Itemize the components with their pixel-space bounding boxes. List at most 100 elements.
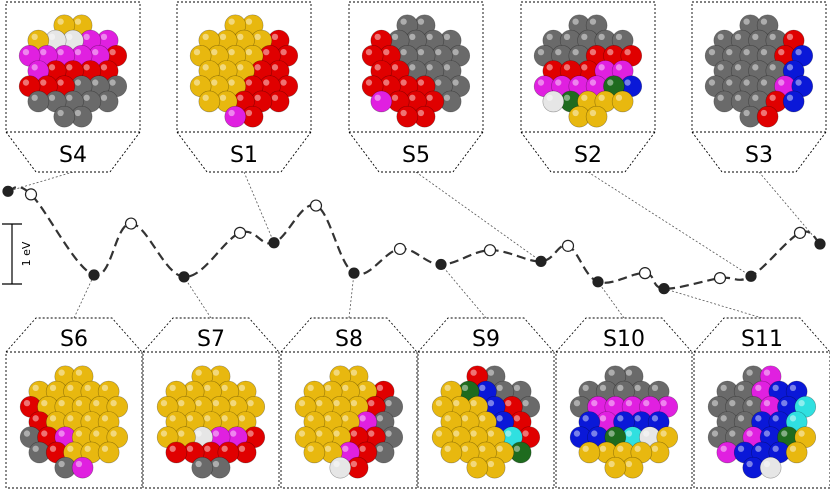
nanocluster-image	[189, 14, 299, 128]
atom-highlight	[307, 384, 314, 392]
panel-label: S9	[472, 327, 500, 352]
atom-highlight	[589, 18, 597, 25]
atom-highlight	[435, 79, 442, 86]
atom-highlight	[324, 384, 332, 392]
atom-white	[329, 456, 352, 479]
atom-highlight	[74, 18, 82, 25]
atom-highlight	[75, 460, 83, 468]
atom-highlight	[608, 430, 615, 437]
panel-callout	[5, 131, 141, 173]
atom-highlight	[342, 415, 349, 422]
atom-highlight	[752, 94, 759, 101]
atom-highlight	[608, 369, 615, 376]
atom-highlight	[212, 399, 220, 407]
atom-highlight	[417, 109, 425, 117]
panel-s11: S11	[693, 317, 830, 489]
atom-highlight	[752, 64, 759, 71]
atom-highlight	[160, 430, 168, 437]
atom-highlight	[737, 415, 745, 422]
atom-highlight	[608, 399, 615, 407]
atom-highlight	[435, 48, 442, 56]
atom-highlight	[598, 64, 605, 71]
atom-highlight	[57, 48, 64, 56]
atom-highlight	[720, 415, 727, 422]
atom-highlight	[505, 430, 512, 437]
atom-highlight	[230, 430, 237, 437]
atom-highlight	[66, 33, 73, 41]
atom-highlight	[67, 384, 74, 392]
atom-highlight	[786, 33, 794, 41]
atom-highlight	[479, 415, 486, 422]
atom-gold	[198, 90, 221, 113]
atom-highlight	[350, 369, 358, 376]
atom-highlight	[350, 430, 358, 437]
atom-highlight	[31, 94, 38, 101]
atom-highlight	[581, 94, 588, 101]
atom-highlight	[374, 33, 381, 41]
atom-highlight	[769, 64, 776, 71]
atom-highlight	[263, 79, 270, 86]
atom-highlight	[755, 445, 762, 452]
panel-callout	[348, 131, 484, 173]
leader-s6	[73, 274, 95, 319]
atom-highlight	[443, 94, 451, 101]
atom-highlight	[169, 415, 176, 422]
transition-state-marker-11	[483, 244, 497, 257]
atom-highlight	[400, 109, 407, 117]
atom-highlight	[599, 384, 607, 392]
atom-highlight	[193, 48, 201, 56]
atom-highlight	[726, 79, 733, 86]
atom-highlight	[573, 399, 581, 407]
atom-highlight	[57, 109, 64, 117]
panel-label: S1	[230, 143, 258, 168]
scale-bar-label: 1 eV	[20, 241, 33, 266]
atom-highlight	[169, 445, 176, 452]
atom-gold	[578, 441, 601, 464]
panel-s4: S4	[5, 1, 141, 173]
atom-highlight	[342, 445, 349, 452]
energy-curve	[7, 185, 821, 290]
atom-highlight	[651, 384, 659, 392]
atom-highlight	[599, 415, 607, 422]
atom-highlight	[221, 445, 228, 452]
atom-highlight	[598, 94, 605, 101]
atom-highlight	[368, 430, 375, 437]
atom-highlight	[193, 79, 201, 86]
atom-highlight	[599, 445, 607, 452]
minimum-marker-s7	[178, 271, 190, 283]
atom-gold	[303, 441, 326, 464]
atom-blue	[782, 90, 805, 113]
panel-callout	[693, 317, 830, 353]
atom-highlight	[212, 430, 220, 437]
atom-highlight	[625, 430, 633, 437]
atom-highlight	[83, 94, 90, 101]
atom-gold	[97, 441, 120, 464]
atom-highlight	[625, 399, 633, 407]
atom-highlight	[41, 430, 48, 437]
atom-highlight	[444, 415, 451, 422]
atom-highlight	[221, 384, 228, 392]
atom-highlight	[41, 399, 48, 407]
minimum-marker-s4	[2, 185, 14, 197]
atom-highlight	[763, 399, 771, 407]
panel-callout	[691, 131, 827, 173]
panel-s10: S10	[555, 317, 693, 489]
atom-highlight	[245, 109, 253, 117]
atom-highlight	[75, 430, 83, 437]
panel-label: S4	[59, 143, 87, 168]
atom-highlight	[245, 79, 253, 86]
atom-highlight	[307, 445, 314, 452]
transition-state-marker-5	[233, 226, 247, 239]
minimum-marker-s8	[348, 267, 360, 279]
atom-white	[759, 456, 782, 479]
atom-highlight	[101, 445, 109, 452]
atom-highlight	[58, 399, 65, 407]
minimum-marker-s10	[592, 276, 604, 288]
leader-lines	[7, 171, 821, 319]
atom-highlight	[708, 79, 716, 86]
atom-highlight	[746, 430, 753, 437]
atom-highlight	[711, 430, 719, 437]
atom-highlight	[376, 415, 384, 422]
structure-panels: S4 S1 S5 S2 S3 S6 S7 S8 S9 S10 S11	[5, 1, 830, 489]
atom-highlight	[391, 64, 399, 71]
